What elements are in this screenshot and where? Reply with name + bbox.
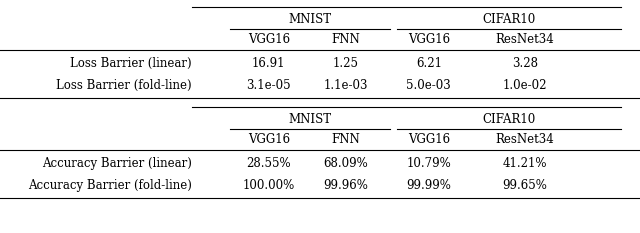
Text: 99.96%: 99.96% (323, 179, 368, 192)
Text: 28.55%: 28.55% (246, 157, 291, 170)
Text: ResNet34: ResNet34 (495, 33, 554, 46)
Text: FNN: FNN (332, 33, 360, 46)
Text: Loss Barrier (linear): Loss Barrier (linear) (70, 57, 192, 70)
Text: 16.91: 16.91 (252, 57, 285, 70)
Text: 1.0e-02: 1.0e-02 (502, 79, 547, 92)
Text: 6.21: 6.21 (416, 57, 442, 70)
Text: VGG16: VGG16 (248, 133, 290, 146)
Text: 3.1e-05: 3.1e-05 (246, 79, 291, 92)
Text: MNIST: MNIST (289, 113, 332, 126)
Text: 3.28: 3.28 (512, 57, 538, 70)
Text: VGG16: VGG16 (248, 33, 290, 46)
Text: 68.09%: 68.09% (323, 157, 368, 170)
Text: VGG16: VGG16 (408, 33, 450, 46)
Text: 1.1e-03: 1.1e-03 (323, 79, 368, 92)
Text: 99.65%: 99.65% (502, 179, 547, 192)
Text: CIFAR10: CIFAR10 (482, 113, 536, 126)
Text: VGG16: VGG16 (408, 133, 450, 146)
Text: Loss Barrier (fold-line): Loss Barrier (fold-line) (56, 79, 192, 92)
Text: 1.25: 1.25 (333, 57, 358, 70)
Text: 5.0e-03: 5.0e-03 (406, 79, 451, 92)
Text: ResNet34: ResNet34 (495, 133, 554, 146)
Text: MNIST: MNIST (289, 13, 332, 26)
Text: FNN: FNN (332, 133, 360, 146)
Text: 41.21%: 41.21% (502, 157, 547, 170)
Text: Accuracy Barrier (linear): Accuracy Barrier (linear) (42, 157, 192, 170)
Text: 99.99%: 99.99% (406, 179, 451, 192)
Text: 100.00%: 100.00% (243, 179, 295, 192)
Text: 10.79%: 10.79% (406, 157, 451, 170)
Text: Accuracy Barrier (fold-line): Accuracy Barrier (fold-line) (28, 179, 192, 192)
Text: CIFAR10: CIFAR10 (482, 13, 536, 26)
